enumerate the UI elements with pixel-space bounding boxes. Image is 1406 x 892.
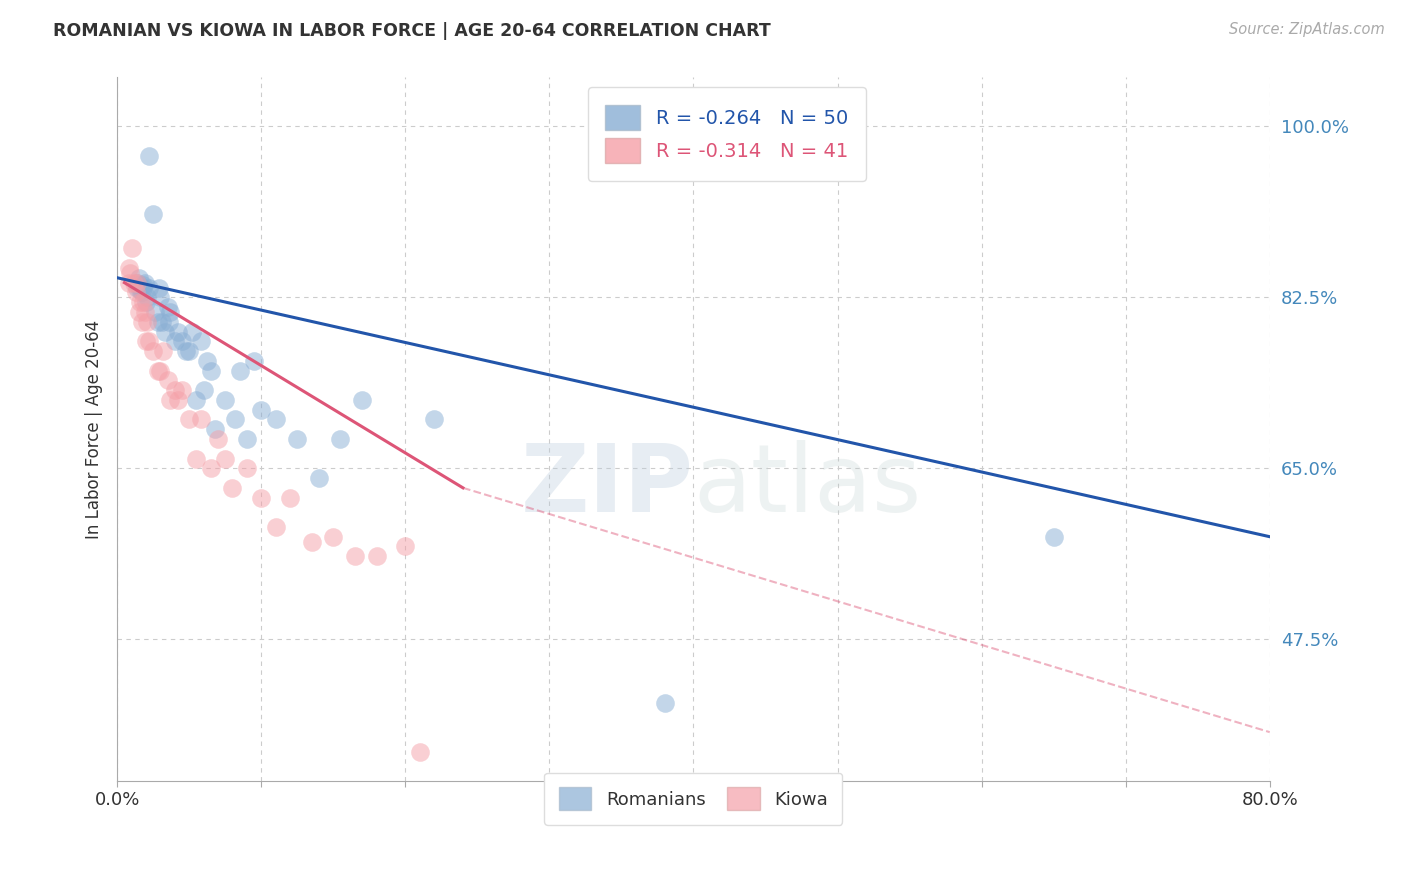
Point: [134, 305, 156, 319]
Point: [157, 315, 180, 329]
Point: [146, 315, 169, 329]
Point: [127, 280, 149, 294]
Point: [278, 491, 301, 505]
Point: [127, 276, 149, 290]
Text: ZIP: ZIP: [520, 440, 693, 532]
Point: [142, 344, 165, 359]
Point: [343, 549, 366, 564]
Point: [394, 540, 416, 554]
Point: [156, 373, 179, 387]
Point: [146, 363, 169, 377]
Point: [179, 412, 201, 426]
Point: [409, 745, 432, 759]
Point: [301, 534, 323, 549]
Point: [166, 325, 188, 339]
Point: [138, 148, 160, 162]
Point: [654, 696, 676, 710]
Point: [150, 315, 173, 329]
Point: [221, 481, 243, 495]
Point: [264, 520, 287, 534]
Point: [366, 549, 388, 564]
Point: [131, 285, 153, 300]
Point: [329, 432, 352, 446]
Point: [170, 334, 193, 349]
Point: [148, 280, 170, 294]
Point: [159, 392, 181, 407]
Point: [1042, 530, 1064, 544]
Point: [176, 344, 198, 359]
Point: [121, 242, 143, 256]
Point: [134, 276, 156, 290]
Point: [136, 315, 159, 329]
Point: [224, 412, 246, 426]
Point: [135, 295, 157, 310]
Point: [207, 432, 229, 446]
Point: [308, 471, 330, 485]
Point: [190, 334, 212, 349]
Point: [129, 279, 152, 293]
Point: [166, 392, 188, 407]
Text: Source: ZipAtlas.com: Source: ZipAtlas.com: [1229, 22, 1385, 37]
Point: [170, 383, 193, 397]
Legend: Romanians, Kiowa: Romanians, Kiowa: [544, 772, 842, 825]
Point: [132, 277, 155, 292]
Point: [285, 432, 308, 446]
Point: [190, 412, 212, 426]
Y-axis label: In Labor Force | Age 20-64: In Labor Force | Age 20-64: [86, 319, 103, 539]
Point: [163, 383, 186, 397]
Point: [128, 270, 150, 285]
Point: [200, 461, 222, 475]
Point: [129, 295, 152, 310]
Point: [128, 305, 150, 319]
Point: [193, 383, 215, 397]
Point: [138, 280, 160, 294]
Point: [186, 392, 208, 407]
Point: [143, 305, 166, 319]
Point: [214, 392, 236, 407]
Point: [423, 412, 446, 426]
Point: [200, 363, 222, 377]
Point: [131, 315, 153, 329]
Point: [181, 325, 204, 339]
Point: [118, 260, 141, 275]
Point: [250, 402, 273, 417]
Point: [132, 280, 155, 294]
Point: [214, 451, 236, 466]
Point: [127, 276, 149, 290]
Point: [153, 325, 176, 339]
Point: [149, 363, 172, 377]
Point: [125, 285, 148, 300]
Point: [179, 344, 201, 359]
Point: [124, 276, 146, 290]
Point: [159, 305, 181, 319]
Point: [352, 392, 374, 407]
Point: [236, 461, 259, 475]
Point: [163, 334, 186, 349]
Point: [129, 284, 152, 298]
Point: [152, 344, 174, 359]
Point: [204, 422, 226, 436]
Point: [142, 207, 165, 221]
Point: [120, 266, 142, 280]
Point: [322, 530, 344, 544]
Point: [132, 295, 155, 310]
Point: [236, 432, 259, 446]
Text: atlas: atlas: [693, 440, 922, 532]
Point: [195, 354, 218, 368]
Point: [118, 276, 141, 290]
Point: [135, 334, 157, 349]
Point: [228, 363, 250, 377]
Point: [156, 300, 179, 314]
Point: [149, 290, 172, 304]
Point: [250, 491, 273, 505]
Point: [138, 334, 160, 349]
Text: ROMANIAN VS KIOWA IN LABOR FORCE | AGE 20-64 CORRELATION CHART: ROMANIAN VS KIOWA IN LABOR FORCE | AGE 2…: [53, 22, 770, 40]
Point: [264, 412, 287, 426]
Point: [136, 290, 159, 304]
Point: [243, 354, 266, 368]
Point: [186, 451, 208, 466]
Point: [128, 277, 150, 292]
